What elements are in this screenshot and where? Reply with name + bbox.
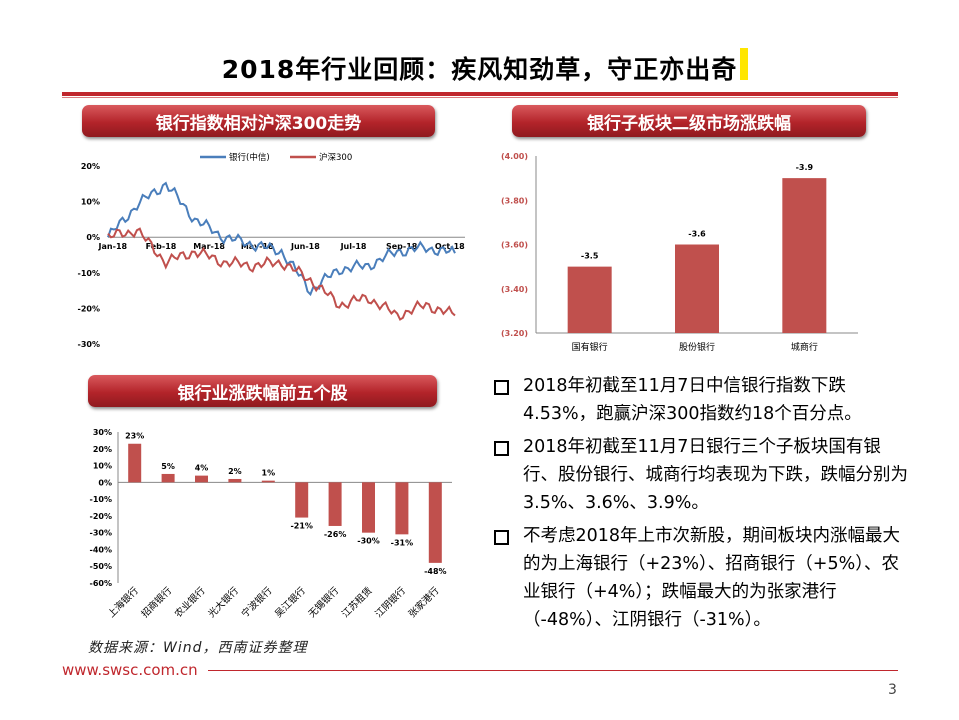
category-label: 上海银行 [105, 584, 141, 620]
y-tick-label: -40% [90, 545, 112, 554]
x-tick-label: Jun-18 [290, 242, 320, 251]
bar [161, 473, 175, 483]
y-tick-label: -50% [90, 562, 112, 571]
data-label: -3.5 [581, 252, 599, 261]
square-bullet-icon [494, 441, 509, 456]
data-label: 5% [161, 462, 175, 471]
category-label: 宁波银行 [239, 584, 275, 620]
bar [567, 266, 612, 333]
data-label: 23% [125, 432, 144, 441]
y-tick-label: 0% [98, 478, 112, 487]
x-tick-label: Oct-18 [435, 242, 465, 251]
y-tick-label: 30% [93, 428, 112, 437]
category-label: 江阴银行 [373, 584, 409, 620]
line-chart-banner: 银行指数相对沪深300走势 [82, 105, 435, 137]
legend-label: 银行(中信) [229, 152, 270, 163]
bullet-list: 2018年初截至11月7日中信银行指数下跌4.53%，跑赢沪深300指数约18个… [490, 372, 910, 639]
y-tick-label: (3.20) [501, 329, 528, 338]
data-label: -30% [357, 537, 379, 546]
y-tick-label: (3.60) [501, 241, 528, 250]
y-tick-label: 20% [81, 162, 100, 171]
bar [228, 478, 242, 483]
bar [328, 482, 342, 526]
page-title: 2018年行业回顾：疾风知劲草，守正亦出奇 [221, 55, 738, 84]
series-line-0 [107, 181, 456, 297]
x-tick-label: Jul-18 [340, 242, 367, 251]
x-tick-label: Jan-18 [98, 242, 128, 251]
square-bullet-icon [494, 530, 509, 545]
bullet-item: 不考虑2018年上市次新股，期间板块内涨幅最大的为上海银行（+23%）、招商银行… [490, 522, 910, 634]
bar [295, 482, 309, 518]
bar [195, 475, 208, 483]
y-tick-label: 10% [93, 462, 112, 471]
top5-banner: 银行业涨跌幅前五个股 [88, 375, 437, 407]
x-tick-label: Feb-18 [146, 242, 177, 251]
category-label: 国有银行 [572, 341, 608, 353]
y-tick-label: -20% [78, 304, 100, 313]
y-tick-label: 0% [86, 233, 100, 242]
data-label: -3.6 [688, 230, 706, 239]
category-label: 吴江银行 [272, 584, 308, 620]
data-label: -48% [424, 567, 446, 576]
y-tick-label: (3.40) [501, 285, 528, 294]
sub-sector-bar-chart: (4.00) (3.80) (3.60) (3.40) (3.20) -3.5 国有银行 -… [501, 152, 858, 353]
data-label: 1% [262, 469, 276, 478]
y-tick-label: -30% [78, 340, 100, 349]
y-tick-label: -30% [90, 529, 112, 538]
bullet-text: 2018年初截至11月7日银行三个子板块国有银行、股份银行、城商行均表现为下跌，… [523, 437, 908, 513]
bullet-item: 2018年初截至11月7日银行三个子板块国有银行、股份银行、城商行均表现为下跌，… [490, 433, 910, 517]
bar [128, 443, 142, 483]
header-rule [62, 92, 898, 96]
category-label: 光大银行 [206, 584, 242, 620]
bar [362, 482, 375, 533]
y-tick-label: -20% [90, 512, 112, 521]
page-number: 3 [888, 682, 897, 698]
y-tick-label: -10% [78, 269, 100, 278]
y-tick-label: -60% [90, 579, 112, 588]
category-label: 张家港行 [406, 584, 442, 620]
y-tick-label: -10% [90, 495, 112, 504]
bar [782, 178, 827, 333]
data-label: -26% [324, 530, 346, 539]
y-tick-label: (3.80) [501, 196, 528, 205]
square-bullet-icon [494, 380, 509, 395]
top-stocks-bar-chart: 30% 20% 10% 0% -10% -20% -30% -40% -50% -60% 23% 上… [90, 428, 452, 620]
x-tick-label: Sep-18 [386, 242, 418, 251]
bullet-item: 2018年初截至11月7日中信银行指数下跌4.53%，跑赢沪深300指数约18个… [490, 372, 910, 428]
data-label: -21% [290, 522, 312, 531]
header-rule-thin [62, 97, 898, 98]
x-tick-label: Mar-18 [193, 242, 225, 251]
bank-vs-csi300-line-chart: 20%10%0%-10%-20%-30% Jan-18 Feb-18 Mar-18 M… [78, 152, 466, 349]
data-label: 2% [228, 467, 242, 476]
category-label: 招商银行 [139, 584, 175, 620]
bar [395, 482, 409, 535]
bar [675, 244, 719, 333]
data-label: -3.9 [796, 163, 814, 172]
data-label: 4% [195, 464, 209, 473]
data-label: -31% [391, 538, 413, 547]
data-source: 数据来源：Wind，西南证券整理 [88, 640, 308, 656]
title-highlight [740, 48, 748, 80]
sub-sector-banner: 银行子板块二级市场涨跌幅 [512, 105, 866, 137]
category-label: 农业银行 [172, 584, 208, 620]
bullet-text: 不考虑2018年上市次新股，期间板块内涨幅最大的为上海银行（+23%）、招商银行… [523, 526, 901, 630]
y-tick-label: (4.00) [501, 152, 528, 161]
footer-rule [208, 670, 898, 671]
y-tick-label: 20% [93, 445, 112, 454]
y-tick-label: 10% [81, 198, 100, 207]
bar [428, 482, 442, 563]
category-label: 城商行 [791, 341, 818, 353]
bar [261, 480, 275, 483]
footer-url[interactable]: www.swsc.com.cn [62, 661, 198, 679]
category-label: 江苏租赁 [339, 585, 374, 620]
category-label: 股份银行 [679, 341, 715, 353]
category-label: 无锡银行 [306, 584, 342, 620]
series-line-1 [107, 227, 456, 321]
legend-label: 沪深300 [319, 152, 352, 163]
bullet-text: 2018年初截至11月7日中信银行指数下跌4.53%，跑赢沪深300指数约18个… [523, 376, 862, 424]
